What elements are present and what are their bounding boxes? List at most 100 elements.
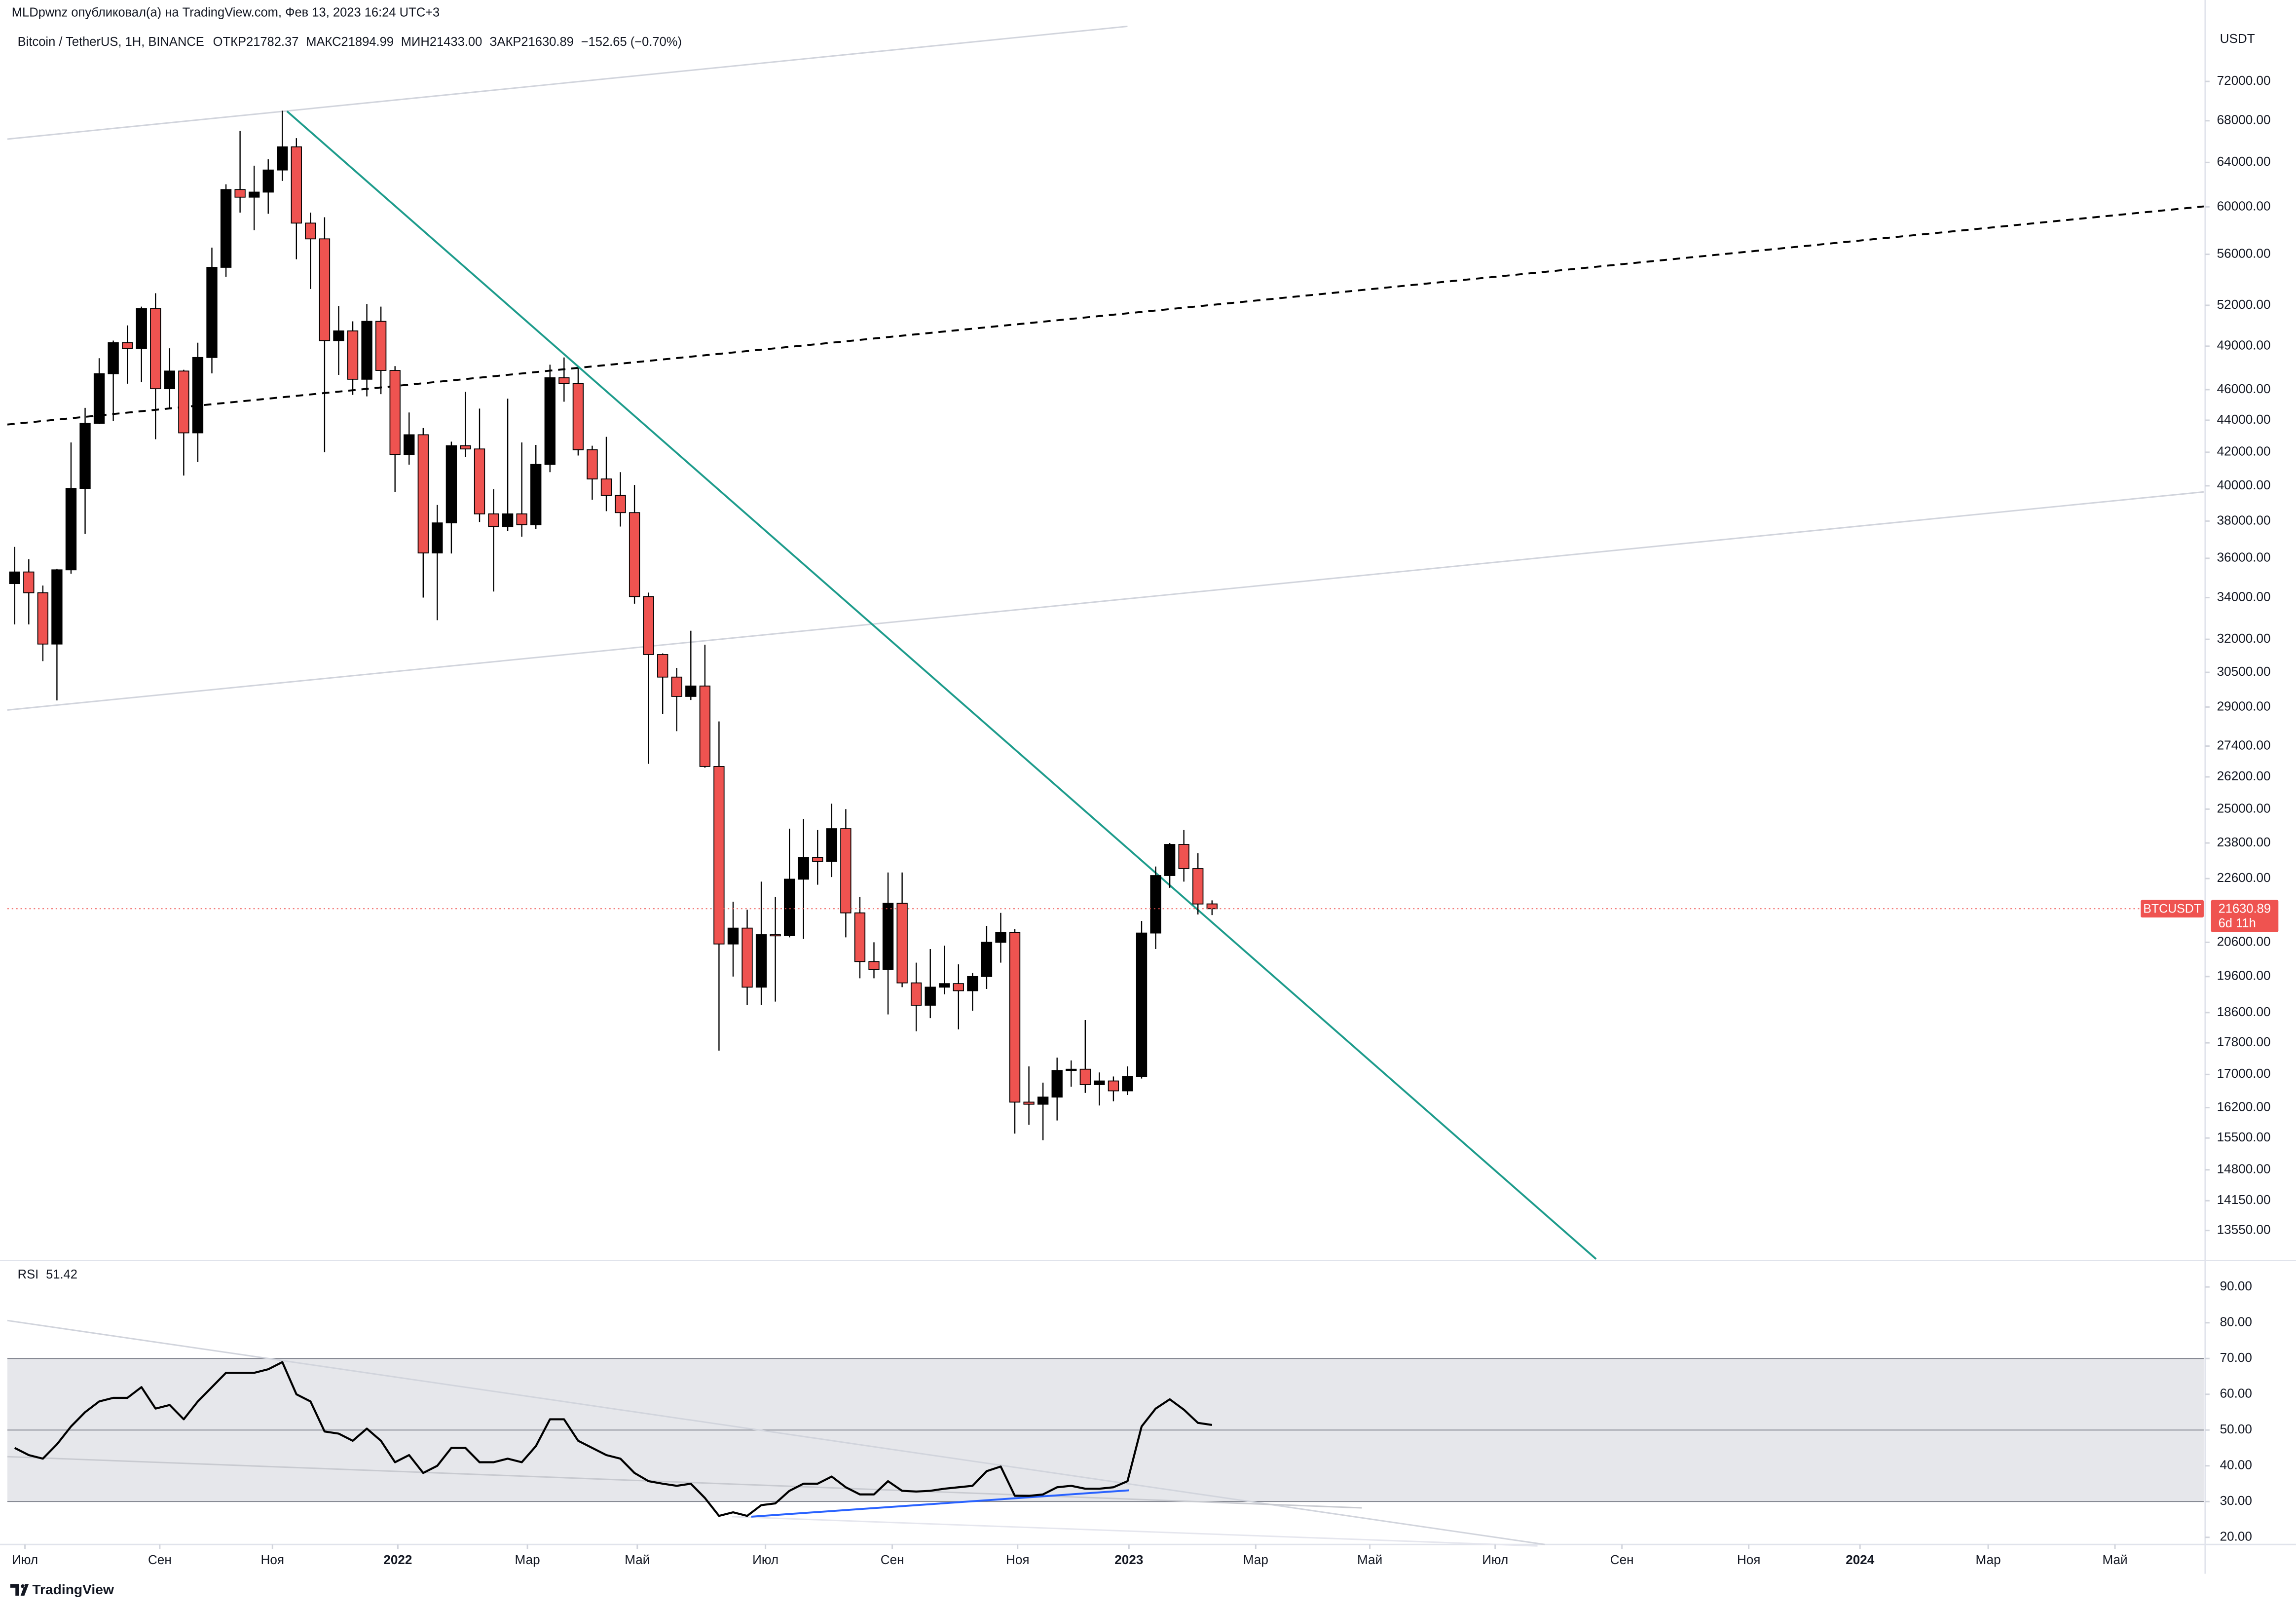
y-tick-label: 30500.00 <box>2217 664 2271 679</box>
candle-body <box>981 942 993 977</box>
x-tick-label: Июл <box>12 1552 38 1567</box>
candle-body <box>234 189 246 198</box>
y-tick-label: 60000.00 <box>2217 198 2271 213</box>
candle-body <box>319 238 331 341</box>
candle-body <box>840 828 852 913</box>
candle-body <box>826 828 838 862</box>
candle-body <box>79 423 91 489</box>
candle-body <box>770 934 781 937</box>
x-tick-label: Май <box>1357 1552 1382 1567</box>
candle-body <box>657 654 668 678</box>
ohlc-value: 21894.99 <box>341 35 394 49</box>
candle-body <box>1051 1070 1063 1098</box>
candle-body <box>939 983 950 988</box>
y-tick-label: 44000.00 <box>2217 412 2271 427</box>
x-tick-label: Мар <box>1976 1552 2001 1567</box>
candle-body <box>854 912 866 962</box>
candle-body <box>727 927 739 945</box>
candle-body <box>713 766 725 945</box>
symbol-legend: Bitcoin / TetherUS, 1H, BINANCE ОТКР21782… <box>18 35 682 49</box>
candle-body <box>1094 1080 1105 1085</box>
candle-body <box>643 596 654 655</box>
y-tick-label: 36000.00 <box>2217 550 2271 565</box>
x-tick-label: Сен <box>881 1552 904 1567</box>
x-tick-label: Май <box>625 1552 650 1567</box>
candle-body <box>1108 1080 1119 1092</box>
candle-body <box>1192 868 1204 905</box>
candle-body <box>502 513 514 527</box>
x-tick-label: Сен <box>148 1552 172 1567</box>
candle-body <box>925 986 936 1006</box>
rsi-tick-label: 70.00 <box>2220 1350 2252 1365</box>
candle-body <box>389 370 401 455</box>
y-tick-label: 68000.00 <box>2217 112 2271 127</box>
candle-body <box>248 191 260 198</box>
candle-body <box>615 495 626 513</box>
candle-body <box>953 983 964 991</box>
candle-body <box>93 373 105 424</box>
candle-body <box>671 676 682 697</box>
y-tick-label: 72000.00 <box>2217 73 2271 88</box>
y-tick-label: 40000.00 <box>2217 477 2271 492</box>
symbol-badge-text: BTCUSDT <box>2143 902 2201 915</box>
channel-line <box>7 25 1128 140</box>
candle-body <box>375 321 387 371</box>
candle-body <box>572 383 584 450</box>
rsi-support-line <box>751 1489 1129 1518</box>
rsi-tick-label: 20.00 <box>2220 1529 2252 1544</box>
candle-body <box>347 330 359 380</box>
change: −152.65 (−0.70%) <box>581 35 682 49</box>
drawings <box>7 25 2204 1260</box>
publisher: MLDpwnz опубликовал(а) на TradingView.co… <box>12 5 440 19</box>
candle-body <box>291 146 302 224</box>
price-badge <box>2211 900 2279 932</box>
candle-body <box>911 982 922 1006</box>
candle-body <box>122 342 133 349</box>
candle-body <box>9 571 20 584</box>
x-tick-label: 2022 <box>383 1552 412 1567</box>
y-tick-label: 27400.00 <box>2217 737 2271 752</box>
candle-body <box>65 488 77 571</box>
y-tick-label: 14800.00 <box>2217 1162 2271 1176</box>
y-tick-label: 17000.00 <box>2217 1066 2271 1081</box>
rsi-value: 51.42 <box>46 1268 77 1281</box>
y-tick-label: 19600.00 <box>2217 968 2271 983</box>
y-tick-label: 32000.00 <box>2217 631 2271 646</box>
candle-body <box>262 169 274 193</box>
logo-icon <box>10 1584 29 1596</box>
countdown-text: 6d 11h <box>2219 916 2256 930</box>
candle-body <box>629 512 640 597</box>
candle-body <box>220 189 232 268</box>
x-tick-label: Июл <box>752 1552 778 1567</box>
rsi-drawings <box>7 1319 2204 1547</box>
trend-line <box>286 110 1597 1260</box>
candle-body <box>1037 1096 1049 1105</box>
y-tick-label: 23800.00 <box>2217 835 2271 849</box>
candle-body <box>192 357 204 434</box>
price-badge-text: 21630.89 <box>2219 902 2271 916</box>
candle-body <box>558 377 570 384</box>
rsi-title: RSI 51.42 <box>18 1268 77 1281</box>
candle-body <box>1206 903 1218 910</box>
rsi-tick-label: 50.00 <box>2220 1422 2252 1436</box>
ohlc-value: 21630.89 <box>521 35 573 49</box>
ohlc-value: 21433.00 <box>430 35 482 49</box>
candle-body <box>587 449 598 479</box>
rsi-tick-label: 80.00 <box>2220 1315 2252 1329</box>
candle-body <box>1136 932 1148 1077</box>
candle-body <box>1122 1076 1133 1092</box>
candle-body <box>417 434 429 553</box>
x-tick-label: Ноя <box>1006 1552 1030 1567</box>
y-tick-label: 42000.00 <box>2217 444 2271 459</box>
candle-body <box>1178 844 1189 869</box>
candle-body <box>150 308 161 390</box>
candle-body <box>685 685 697 697</box>
symbol-badge <box>2141 900 2204 918</box>
candle-body <box>1023 1101 1035 1105</box>
rsi-tick-label: 30.00 <box>2220 1493 2252 1508</box>
y-tick-label: 18600.00 <box>2217 1004 2271 1019</box>
x-tick-label: 2023 <box>1114 1552 1143 1567</box>
candle-body <box>741 927 753 988</box>
rsi-tick-label: 90.00 <box>2220 1278 2252 1293</box>
